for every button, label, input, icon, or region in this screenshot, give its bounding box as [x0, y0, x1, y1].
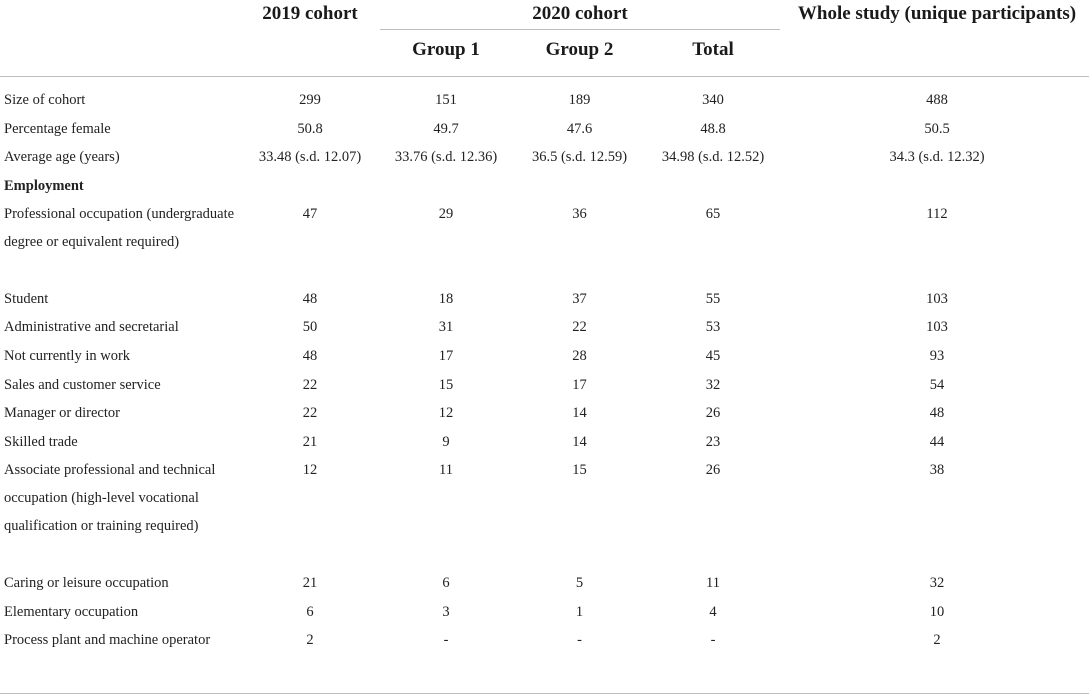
cell-group-2: 1 — [575, 604, 584, 620]
cell-whole-study: 44 — [929, 434, 945, 450]
cell-group-2: 5 — [575, 575, 584, 591]
cell-2019: 50 — [302, 319, 318, 335]
cell-group-1: 17 — [438, 348, 454, 364]
cell-whole-study: 488 — [926, 92, 948, 108]
cell-group-2: 37 — [572, 291, 587, 307]
cell-whole-study: 54 — [929, 377, 945, 393]
cell-total: 45 — [705, 348, 721, 364]
cell-total: 55 — [705, 291, 721, 307]
row-label: Associate professional and technical occ… — [4, 462, 216, 535]
cell-group-1: 15 — [438, 377, 454, 393]
cell-2019: 21 — [302, 434, 318, 450]
cell-group-2: - — [577, 632, 582, 648]
cell-group-1: 9 — [442, 434, 450, 450]
cell-whole-study: 112 — [926, 206, 948, 222]
cell-group-1: 6 — [442, 575, 450, 591]
cell-whole-study: 93 — [929, 348, 945, 364]
row-label: Percentage female — [4, 121, 111, 137]
cell-group-2: 28 — [572, 348, 587, 364]
cell-total: 23 — [705, 434, 721, 450]
cell-2019: 21 — [302, 575, 318, 591]
row-label: Size of cohort — [4, 92, 86, 108]
cell-total: 4 — [709, 604, 717, 620]
row-label: Skilled trade — [4, 434, 78, 450]
cell-total: 11 — [706, 575, 720, 591]
cell-whole-study: 34.3 (s.d. 12.32) — [889, 149, 985, 165]
cell-group-2: 14 — [572, 434, 587, 450]
cell-group-2: 189 — [568, 92, 591, 108]
header-whole-study: Whole study (unique participants) — [797, 3, 1077, 24]
cell-group-1: 151 — [435, 92, 457, 108]
cell-group-2: 36.5 (s.d. 12.59) — [531, 149, 628, 165]
row-label: Elementary occupation — [4, 604, 139, 620]
cell-2019: 48 — [302, 348, 318, 364]
row-label: Not currently in work — [4, 348, 131, 364]
section-heading: Employment — [4, 178, 84, 194]
cell-group-2: 47.6 — [566, 121, 593, 137]
row-label: Caring or leisure occupation — [4, 575, 169, 591]
cell-total: 26 — [705, 405, 721, 421]
cell-group-1: 12 — [438, 405, 454, 421]
cell-group-2: 15 — [572, 462, 587, 478]
cell-group-1: 49.7 — [433, 121, 459, 137]
cell-group-1: - — [443, 632, 449, 648]
header-bottom-rule — [0, 76, 1089, 77]
header-2020-underline — [380, 29, 780, 30]
cell-whole-study: 2 — [933, 632, 941, 648]
cell-group-1: 3 — [442, 604, 450, 620]
cell-whole-study: 32 — [929, 575, 945, 591]
cell-whole-study: 38 — [929, 462, 945, 478]
cell-group-2: 22 — [572, 319, 587, 335]
header-2019-cohort: 2019 cohort — [262, 3, 358, 24]
cell-whole-study: 103 — [926, 319, 948, 335]
cell-whole-study: 10 — [929, 604, 945, 620]
cell-total: 48.8 — [700, 121, 726, 137]
cell-total: - — [710, 632, 716, 648]
row-label: Administrative and secretarial — [4, 319, 179, 335]
header-2020-cohort: 2020 cohort — [532, 3, 628, 24]
header-total: Total — [692, 39, 734, 60]
cell-total: 32 — [705, 377, 721, 393]
cell-2019: 6 — [306, 604, 314, 620]
cell-total: 34.98 (s.d. 12.52) — [661, 149, 765, 165]
cell-group-2: 14 — [572, 405, 587, 421]
row-label: Sales and customer service — [4, 377, 161, 393]
table-bottom-rule — [0, 693, 1089, 694]
cell-group-1: 11 — [439, 462, 453, 478]
cell-total: 53 — [705, 319, 721, 335]
cell-2019: 2 — [306, 632, 314, 648]
cell-whole-study: 50.5 — [924, 121, 950, 137]
cell-group-1: 31 — [438, 319, 454, 335]
cell-2019: 47 — [302, 206, 318, 222]
cell-2019: 299 — [299, 92, 321, 108]
cell-group-1: 18 — [438, 291, 454, 307]
cell-total: 340 — [702, 92, 724, 108]
cell-whole-study: 48 — [929, 405, 945, 421]
cell-2019: 33.48 (s.d. 12.07) — [258, 149, 362, 165]
cell-total: 26 — [705, 462, 721, 478]
cell-group-1: 29 — [438, 206, 454, 222]
row-label: Average age (years) — [4, 149, 120, 165]
row-label: Student — [4, 291, 49, 307]
cell-group-1: 33.76 (s.d. 12.36) — [394, 149, 498, 165]
cell-2019: 22 — [302, 377, 318, 393]
cell-2019: 22 — [302, 405, 318, 421]
cell-total: 65 — [705, 206, 721, 222]
row-label: Manager or director — [4, 405, 120, 421]
cell-group-2: 17 — [572, 377, 587, 393]
cell-2019: 12 — [302, 462, 318, 478]
cell-2019: 50.8 — [297, 121, 323, 137]
row-label: Professional occupation (undergraduate d… — [4, 206, 235, 251]
cell-whole-study: 103 — [926, 291, 948, 307]
row-label: Process plant and machine operator — [4, 632, 211, 648]
header-group-2: Group 2 — [545, 39, 614, 60]
cell-group-2: 36 — [572, 206, 587, 222]
header-group-1: Group 1 — [412, 39, 480, 60]
cell-2019: 48 — [302, 291, 318, 307]
